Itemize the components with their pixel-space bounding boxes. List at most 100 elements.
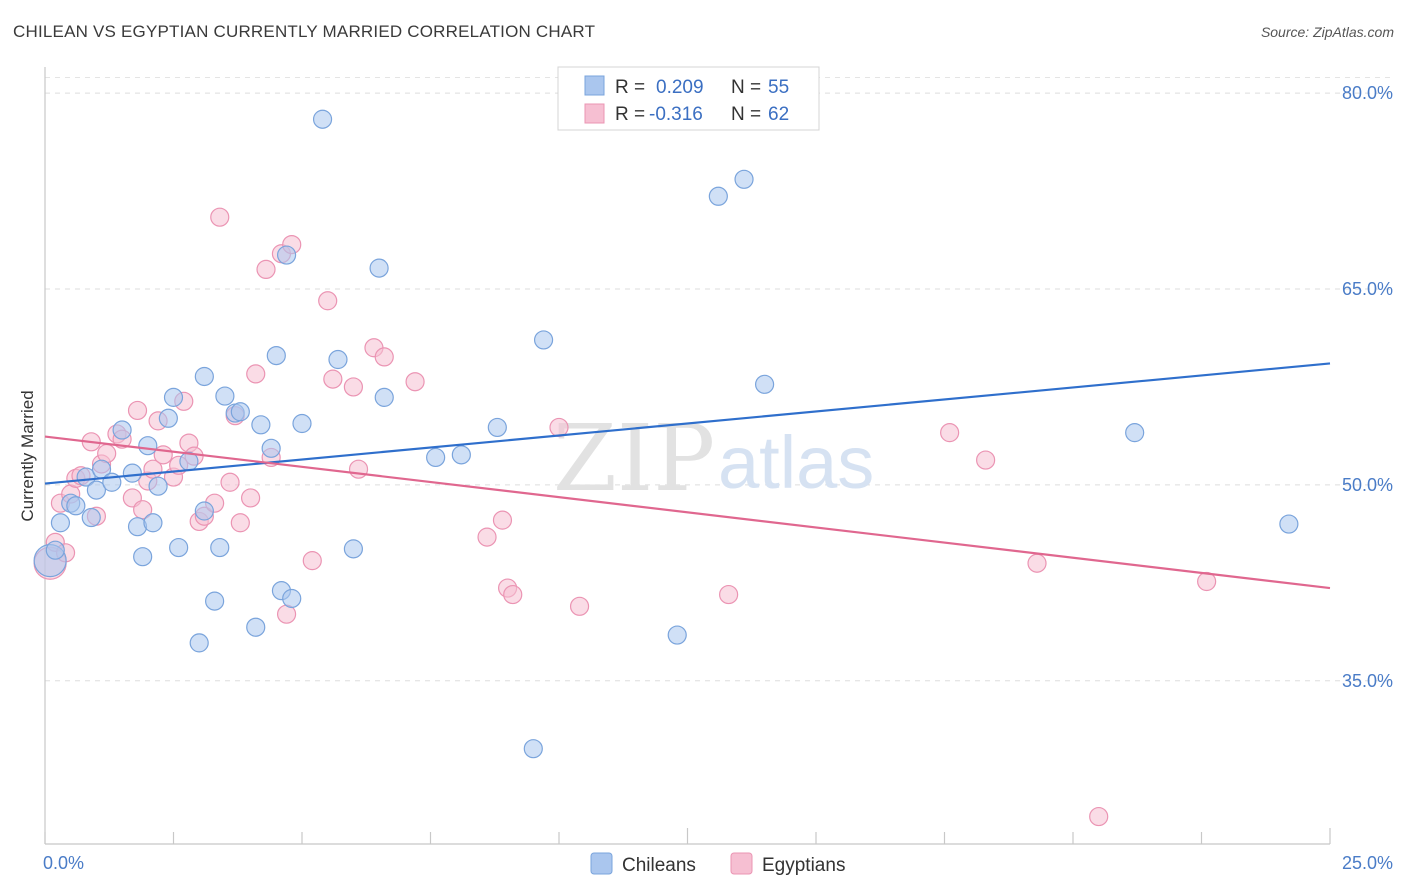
chilean-point bbox=[76, 467, 96, 487]
watermark-atlas: atlas bbox=[718, 421, 874, 504]
watermark-zip: ZIP bbox=[553, 405, 715, 512]
chilean-point bbox=[451, 445, 471, 465]
egyptian-point bbox=[374, 347, 394, 367]
legend-n-label-1: N = bbox=[731, 77, 761, 98]
x-ticks bbox=[44, 828, 1331, 844]
chilean-point bbox=[246, 617, 266, 637]
egyptian-point bbox=[210, 207, 230, 227]
egyptian-point bbox=[503, 584, 523, 605]
egyptian-point bbox=[343, 377, 363, 397]
chilean-point bbox=[292, 413, 312, 434]
egyptian-point bbox=[256, 259, 276, 280]
chilean-point bbox=[112, 420, 132, 440]
legend-n-label-2: N = bbox=[731, 104, 761, 125]
chilean-point bbox=[734, 169, 754, 189]
watermark: ZIP atlas bbox=[553, 405, 874, 512]
chilean-point bbox=[50, 513, 71, 533]
egyptian-point bbox=[549, 417, 569, 438]
egyptian-point bbox=[477, 527, 497, 547]
chilean-point bbox=[143, 513, 163, 533]
y-axis-title: Currently Married bbox=[18, 390, 37, 521]
chilean-point bbox=[754, 374, 775, 394]
legend-box: R = 0.209 N = 55 R = -0.316 N = 62 bbox=[557, 66, 820, 131]
chilean-point bbox=[374, 387, 394, 407]
egyptian-trend-line bbox=[44, 435, 1331, 590]
chilean-point bbox=[276, 245, 297, 265]
chilean-point bbox=[189, 633, 209, 653]
chilean-point bbox=[1279, 514, 1299, 534]
chilean-point bbox=[251, 415, 271, 435]
chilean-point bbox=[343, 539, 363, 559]
chilean-point bbox=[163, 387, 184, 407]
egyptian-point bbox=[230, 513, 250, 533]
y-tick-label: 80.0% bbox=[1342, 83, 1393, 103]
y-tick-labels: 35.0% 50.0% 65.0% 80.0% bbox=[1342, 83, 1393, 691]
x-tick-label-min: 0.0% bbox=[43, 853, 84, 873]
chilean-point bbox=[45, 540, 65, 560]
chilean-point bbox=[282, 588, 302, 609]
y-tick-label: 35.0% bbox=[1342, 671, 1393, 691]
egyptian-point bbox=[323, 369, 343, 389]
egyptian-point bbox=[492, 510, 513, 530]
chilean-point bbox=[194, 501, 214, 521]
egyptian-point bbox=[1089, 806, 1109, 827]
legend-n-value-2: 62 bbox=[768, 104, 789, 125]
egyptian-point bbox=[405, 372, 425, 392]
chilean-point bbox=[426, 447, 446, 468]
chilean-point bbox=[487, 417, 507, 438]
trend-lines bbox=[44, 362, 1331, 590]
legend-r-label-1: R = bbox=[615, 77, 645, 98]
chilean-point bbox=[205, 591, 225, 611]
legend-r-value-1: 0.209 bbox=[656, 77, 704, 98]
egyptian-point bbox=[940, 423, 960, 443]
chilean-point bbox=[194, 366, 214, 387]
chilean-point bbox=[312, 109, 333, 129]
bottom-legend-label-chileans: Chileans bbox=[622, 855, 696, 876]
y-tick-label: 65.0% bbox=[1342, 279, 1393, 299]
chilean-point bbox=[266, 346, 286, 366]
source-label: Source: ZipAtlas.com bbox=[1260, 24, 1394, 40]
bottom-legend-swatch-chileans bbox=[590, 852, 613, 875]
chilean-point bbox=[133, 547, 153, 567]
chart-title: CHILEAN VS EGYPTIAN CURRENTLY MARRIED CO… bbox=[13, 22, 596, 41]
legend-r-label-2: R = bbox=[615, 104, 645, 125]
chilean-point bbox=[86, 480, 107, 500]
chilean-point bbox=[667, 625, 687, 645]
legend-swatch-egyptians bbox=[584, 103, 605, 124]
chilean-point bbox=[122, 463, 142, 483]
chilean-point bbox=[533, 330, 554, 350]
chilean-point bbox=[1125, 423, 1145, 443]
egyptian-point bbox=[241, 488, 261, 508]
chilean-point bbox=[369, 258, 389, 278]
bottom-legend: Chileans Egyptians bbox=[590, 852, 845, 876]
chilean-point bbox=[81, 507, 101, 528]
egyptian-point bbox=[719, 584, 739, 605]
chilean-point bbox=[210, 537, 230, 558]
chilean-trend-line bbox=[44, 362, 1331, 485]
chilean-point bbox=[148, 476, 168, 496]
egyptian-point bbox=[976, 450, 996, 470]
bottom-legend-label-egyptians: Egyptians bbox=[762, 855, 845, 876]
egyptian-point bbox=[127, 400, 148, 421]
egyptian-point bbox=[348, 459, 369, 479]
chilean-point bbox=[169, 537, 189, 558]
egyptian-point bbox=[318, 291, 338, 311]
y-tick-label: 50.0% bbox=[1342, 475, 1393, 495]
chilean-point bbox=[523, 739, 543, 759]
chilean-point bbox=[230, 402, 250, 422]
legend-r-value-2: -0.316 bbox=[649, 104, 703, 125]
egyptian-point bbox=[569, 596, 590, 616]
chilean-point bbox=[138, 436, 158, 456]
grid-lines bbox=[45, 76, 1393, 682]
egyptian-point bbox=[1027, 553, 1047, 573]
x-tick-label-max: 25.0% bbox=[1342, 853, 1393, 873]
chilean-point bbox=[66, 496, 86, 516]
chilean-point bbox=[708, 186, 728, 206]
chilean-point bbox=[215, 386, 235, 406]
egyptian-point bbox=[246, 364, 266, 384]
legend-n-value-1: 55 bbox=[768, 77, 789, 98]
legend-swatch-chileans bbox=[584, 75, 605, 96]
bottom-legend-swatch-egyptians bbox=[730, 852, 753, 875]
egyptian-point bbox=[220, 472, 240, 492]
